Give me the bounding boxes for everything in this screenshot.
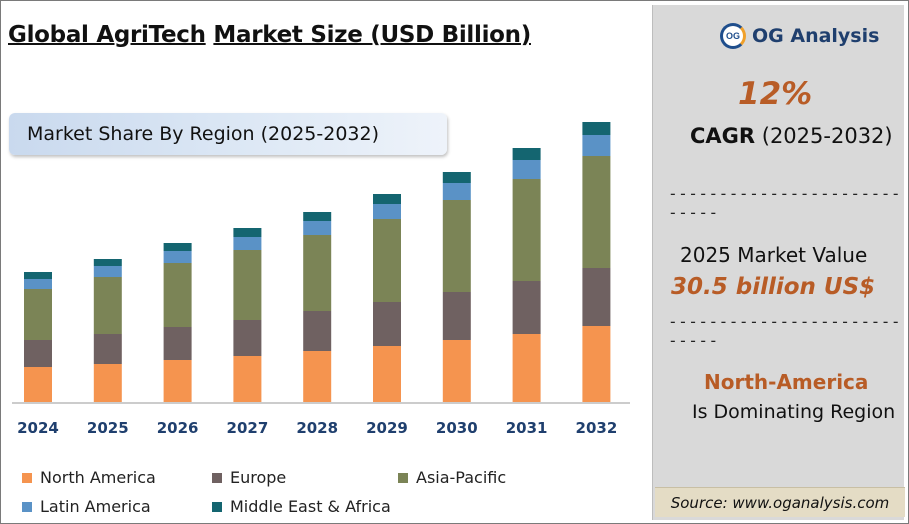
- legend-item-north-america: North America: [22, 468, 156, 487]
- legend-item-europe: Europe: [212, 468, 286, 487]
- legend-item-asia-pacific: Asia-Pacific: [398, 468, 506, 487]
- bar-north-america-2030: [442, 340, 471, 402]
- market-value-label: 2025 Market Value: [680, 243, 868, 267]
- x-tick-2032: 2032: [576, 419, 618, 437]
- x-tick-2031: 2031: [506, 419, 548, 437]
- og-logo-icon: OG: [720, 23, 746, 49]
- divider-top: ----------------------------: [668, 184, 902, 222]
- legend-label-north-america: North America: [40, 468, 156, 487]
- x-tick-2025: 2025: [87, 419, 129, 437]
- bar-latin-america-2024: [24, 279, 52, 289]
- stacked-bar-chart: 2024 2025 2026 2027 2028 2029 2030 2031 2032: [12, 122, 630, 437]
- chart-title: Global AgriTech Market Size (USD Billion…: [8, 22, 531, 48]
- x-tick-2028: 2028: [296, 419, 338, 437]
- chart-title-part2: Market Size (USD Billion): [213, 22, 531, 48]
- bar-middle-east-africa-2025: [93, 259, 122, 266]
- bar-latin-america-2029: [373, 204, 401, 219]
- bar-asia-pacific-2029: [373, 219, 401, 302]
- bar-north-america-2031: [512, 334, 541, 402]
- source-bar: Source: www.oganalysis.com: [655, 487, 905, 517]
- bar-middle-east-africa-2032: [582, 122, 611, 135]
- bar-asia-pacific-2027: [233, 250, 262, 320]
- bar-asia-pacific-2026: [163, 263, 192, 327]
- legend-swatch-asia-pacific: [398, 472, 408, 483]
- bar-europe-2024: [24, 340, 52, 367]
- dominating-region: North-America: [704, 370, 869, 394]
- legend-swatch-europe: [212, 472, 222, 483]
- cagr-label-period: (2025-2032): [755, 124, 893, 148]
- cagr-label: CAGR (2025-2032): [690, 124, 893, 148]
- bar-latin-america-2032: [582, 135, 611, 156]
- bars-group: [24, 122, 611, 402]
- bar-middle-east-africa-2030: [442, 172, 471, 183]
- bar-middle-east-africa-2026: [163, 243, 192, 251]
- bar-europe-2031: [512, 281, 541, 334]
- bar-europe-2028: [303, 311, 332, 351]
- bar-latin-america-2025: [93, 266, 122, 277]
- bar-north-america-2026: [163, 360, 192, 402]
- bar-latin-america-2030: [442, 183, 471, 200]
- x-tick-2024: 2024: [17, 419, 59, 437]
- bar-latin-america-2027: [233, 237, 262, 250]
- divider-bottom: ----------------------------: [668, 312, 902, 350]
- summary-panel: [652, 5, 904, 520]
- bar-middle-east-africa-2028: [303, 212, 332, 221]
- chart-title-part1: Global AgriTech: [8, 22, 206, 48]
- logo-text: OG Analysis: [752, 25, 880, 47]
- cagr-label-bold: CAGR: [690, 124, 756, 148]
- bar-europe-2032: [582, 268, 611, 326]
- x-tick-2027: 2027: [227, 419, 269, 437]
- legend-label-latin-america: Latin America: [40, 497, 151, 516]
- bar-latin-america-2026: [163, 251, 192, 263]
- bar-north-america-2024: [24, 367, 52, 402]
- bar-europe-2029: [373, 302, 401, 346]
- bar-north-america-2032: [582, 326, 611, 402]
- bar-asia-pacific-2031: [512, 179, 541, 281]
- bar-north-america-2029: [373, 346, 401, 402]
- subtitle-text: Market Share By Region (2025-2032): [27, 123, 380, 145]
- legend: North America Europe Asia-Pacific Latin …: [22, 466, 642, 520]
- subtitle-banner: Market Share By Region (2025-2032): [9, 113, 447, 155]
- market-value: 30.5 billion US$: [671, 274, 876, 300]
- bar-asia-pacific-2025: [93, 277, 122, 334]
- x-tick-2030: 2030: [436, 419, 478, 437]
- bar-middle-east-africa-2031: [512, 148, 541, 160]
- legend-item-latin-america: Latin America: [22, 497, 151, 516]
- x-tick-labels: 2024 2025 2026 2027 2028 2029 2030 2031 2032: [17, 419, 617, 437]
- legend-swatch-north-america: [22, 472, 32, 483]
- dominating-region-label: Is Dominating Region: [692, 401, 896, 423]
- legend-swatch-middle-east-africa: [212, 501, 222, 512]
- x-tick-2029: 2029: [366, 419, 408, 437]
- bar-north-america-2027: [233, 356, 262, 402]
- source-text: Source: www.oganalysis.com: [670, 493, 890, 512]
- bar-europe-2030: [442, 292, 471, 340]
- legend-label-middle-east-africa: Middle East & Africa: [230, 497, 391, 516]
- bar-north-america-2025: [93, 364, 122, 402]
- bar-europe-2026: [163, 327, 192, 360]
- bar-asia-pacific-2032: [582, 156, 611, 268]
- bar-middle-east-africa-2029: [373, 194, 401, 204]
- legend-item-middle-east-africa: Middle East & Africa: [212, 497, 391, 516]
- bar-latin-america-2028: [303, 221, 332, 235]
- bar-middle-east-africa-2027: [233, 228, 262, 237]
- legend-swatch-latin-america: [22, 501, 32, 512]
- bar-asia-pacific-2024: [24, 289, 52, 340]
- bar-north-america-2028: [303, 351, 332, 402]
- bar-europe-2027: [233, 320, 262, 356]
- cagr-value: 12%: [738, 76, 813, 112]
- og-analysis-logo: OG OG Analysis: [720, 23, 879, 49]
- bar-europe-2025: [93, 334, 122, 364]
- legend-label-asia-pacific: Asia-Pacific: [416, 468, 507, 487]
- legend-label-europe: Europe: [230, 468, 287, 487]
- x-tick-2026: 2026: [157, 419, 199, 437]
- bar-latin-america-2031: [512, 160, 541, 179]
- bar-asia-pacific-2028: [303, 235, 332, 311]
- bar-middle-east-africa-2024: [24, 272, 52, 279]
- bar-asia-pacific-2030: [442, 200, 471, 292]
